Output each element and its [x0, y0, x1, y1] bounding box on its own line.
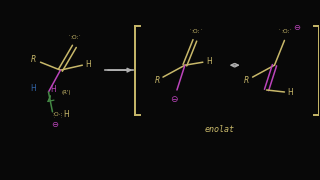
Text: ⊖: ⊖ [51, 120, 58, 129]
Text: (R'): (R') [62, 91, 71, 95]
Text: H: H [206, 57, 212, 66]
Text: R: R [244, 76, 249, 85]
Text: ·: · [69, 33, 70, 38]
Text: ⊖: ⊖ [170, 95, 178, 104]
Text: enolat: enolat [205, 125, 235, 134]
Text: R: R [31, 55, 36, 64]
Text: ·: · [278, 28, 280, 32]
Text: H: H [51, 84, 56, 93]
Text: ·: · [53, 117, 55, 121]
Text: :O:: :O: [192, 30, 200, 34]
Text: ·: · [200, 27, 202, 32]
Text: H: H [85, 60, 91, 69]
Text: ·: · [189, 27, 191, 32]
Text: H: H [64, 110, 69, 119]
Text: ·: · [60, 117, 61, 121]
Text: ·: · [79, 33, 80, 38]
Text: R: R [154, 76, 160, 85]
Text: :O·:: :O·: [52, 112, 63, 117]
Text: :O:: :O: [281, 30, 290, 34]
Text: H: H [31, 84, 36, 93]
Text: H: H [288, 89, 293, 98]
Text: ⊖: ⊖ [293, 23, 300, 32]
Text: :O:: :O: [71, 35, 79, 40]
Text: ·: · [290, 27, 291, 32]
